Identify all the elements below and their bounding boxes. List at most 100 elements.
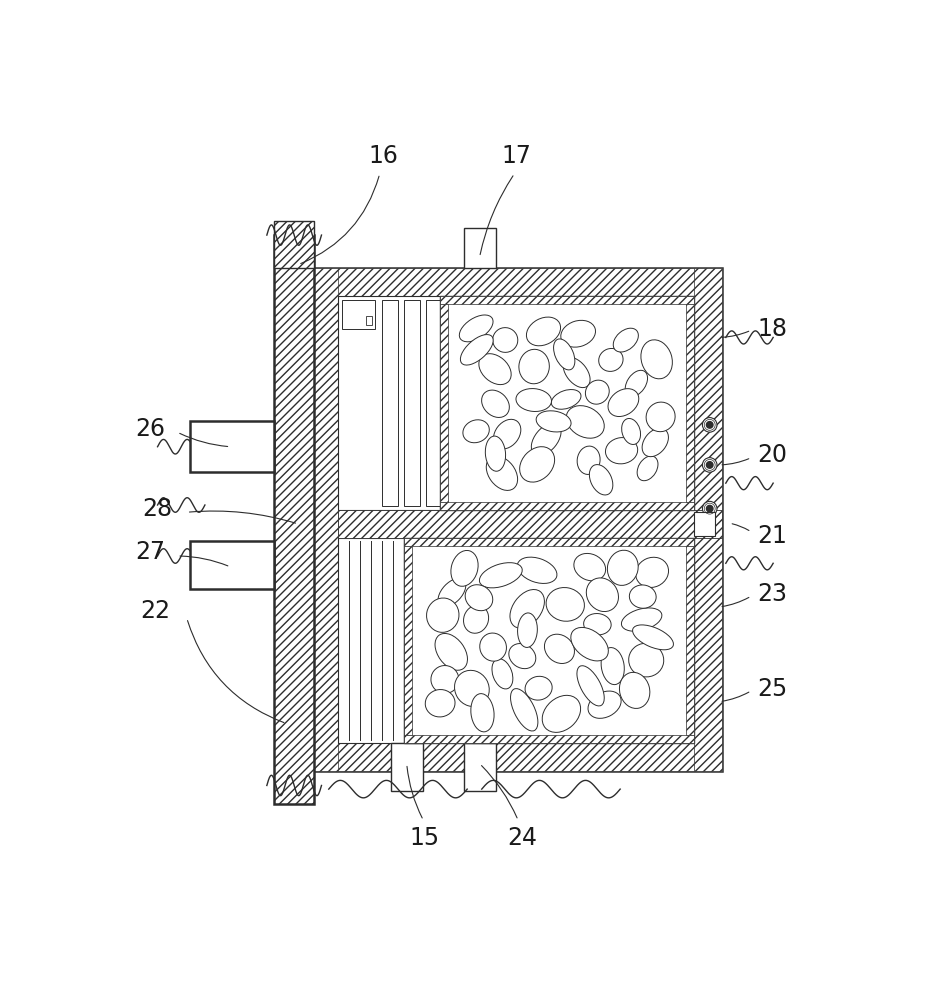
Ellipse shape [629,643,664,677]
Bar [274,235,314,804]
Text: 24: 24 [507,826,537,850]
Text: 21: 21 [757,524,787,548]
Circle shape [707,505,713,512]
Ellipse shape [571,627,608,661]
Ellipse shape [462,420,490,443]
Bar [695,268,722,771]
Ellipse shape [573,553,605,581]
Bar [191,541,274,589]
Ellipse shape [531,423,561,456]
Ellipse shape [478,354,511,385]
Ellipse shape [544,634,574,663]
Ellipse shape [546,588,585,621]
Ellipse shape [577,666,604,706]
Bar [686,304,695,502]
Ellipse shape [635,557,668,587]
Bar [310,743,722,771]
Bar [404,546,412,735]
Bar [412,546,686,735]
Bar [191,421,274,472]
Text: 18: 18 [757,317,787,341]
Text: 28: 28 [142,497,172,521]
Bar [310,268,722,296]
Circle shape [707,422,713,428]
Ellipse shape [427,598,459,632]
Ellipse shape [520,447,555,482]
Ellipse shape [630,585,656,608]
Circle shape [702,418,717,432]
Bar [440,502,695,510]
Ellipse shape [641,340,672,379]
Ellipse shape [607,550,638,585]
Ellipse shape [621,608,662,631]
Bar [391,743,423,791]
Bar [463,228,496,268]
Ellipse shape [510,590,544,628]
Bar [338,296,440,510]
Ellipse shape [619,672,650,708]
Ellipse shape [563,357,590,388]
Ellipse shape [425,690,455,717]
Ellipse shape [479,633,507,661]
Bar [440,296,695,304]
Ellipse shape [463,605,489,633]
Ellipse shape [479,563,523,588]
Bar [274,221,314,268]
Ellipse shape [460,315,494,342]
Bar [338,510,722,538]
Ellipse shape [608,389,639,417]
Circle shape [707,462,713,468]
Ellipse shape [587,578,619,612]
Ellipse shape [519,349,549,384]
Ellipse shape [566,406,604,438]
Ellipse shape [646,402,675,432]
Bar [404,300,420,506]
Bar [404,538,695,743]
Text: 25: 25 [757,677,788,701]
Ellipse shape [542,695,581,732]
Ellipse shape [471,694,494,732]
Ellipse shape [588,691,621,718]
Ellipse shape [637,456,658,481]
Ellipse shape [486,456,518,490]
Ellipse shape [621,418,640,444]
Ellipse shape [517,557,556,583]
Ellipse shape [516,389,552,411]
Text: 23: 23 [757,582,787,606]
Ellipse shape [605,438,637,464]
Ellipse shape [518,613,538,647]
Bar [382,300,398,506]
Ellipse shape [526,317,560,346]
Ellipse shape [601,648,624,685]
Text: 27: 27 [134,540,164,564]
Text: 17: 17 [502,144,532,168]
Ellipse shape [431,666,459,693]
Ellipse shape [586,380,609,404]
Ellipse shape [481,390,509,417]
Bar [695,512,715,536]
Ellipse shape [525,676,552,700]
Bar [342,300,375,329]
Ellipse shape [642,428,668,457]
Bar [463,743,496,791]
Ellipse shape [589,465,613,495]
Circle shape [702,501,717,516]
Ellipse shape [599,348,623,371]
Bar [448,304,686,502]
Ellipse shape [510,689,538,731]
Ellipse shape [561,320,596,347]
Ellipse shape [584,614,611,635]
Bar [310,268,722,771]
Bar [440,304,448,502]
Ellipse shape [451,550,478,586]
Bar [366,316,372,325]
Ellipse shape [435,633,467,670]
Ellipse shape [493,328,518,352]
Ellipse shape [494,419,521,449]
Ellipse shape [552,390,581,409]
Bar [404,735,695,743]
Circle shape [702,458,717,472]
Bar [404,538,695,546]
Ellipse shape [536,411,572,432]
Ellipse shape [625,370,648,397]
